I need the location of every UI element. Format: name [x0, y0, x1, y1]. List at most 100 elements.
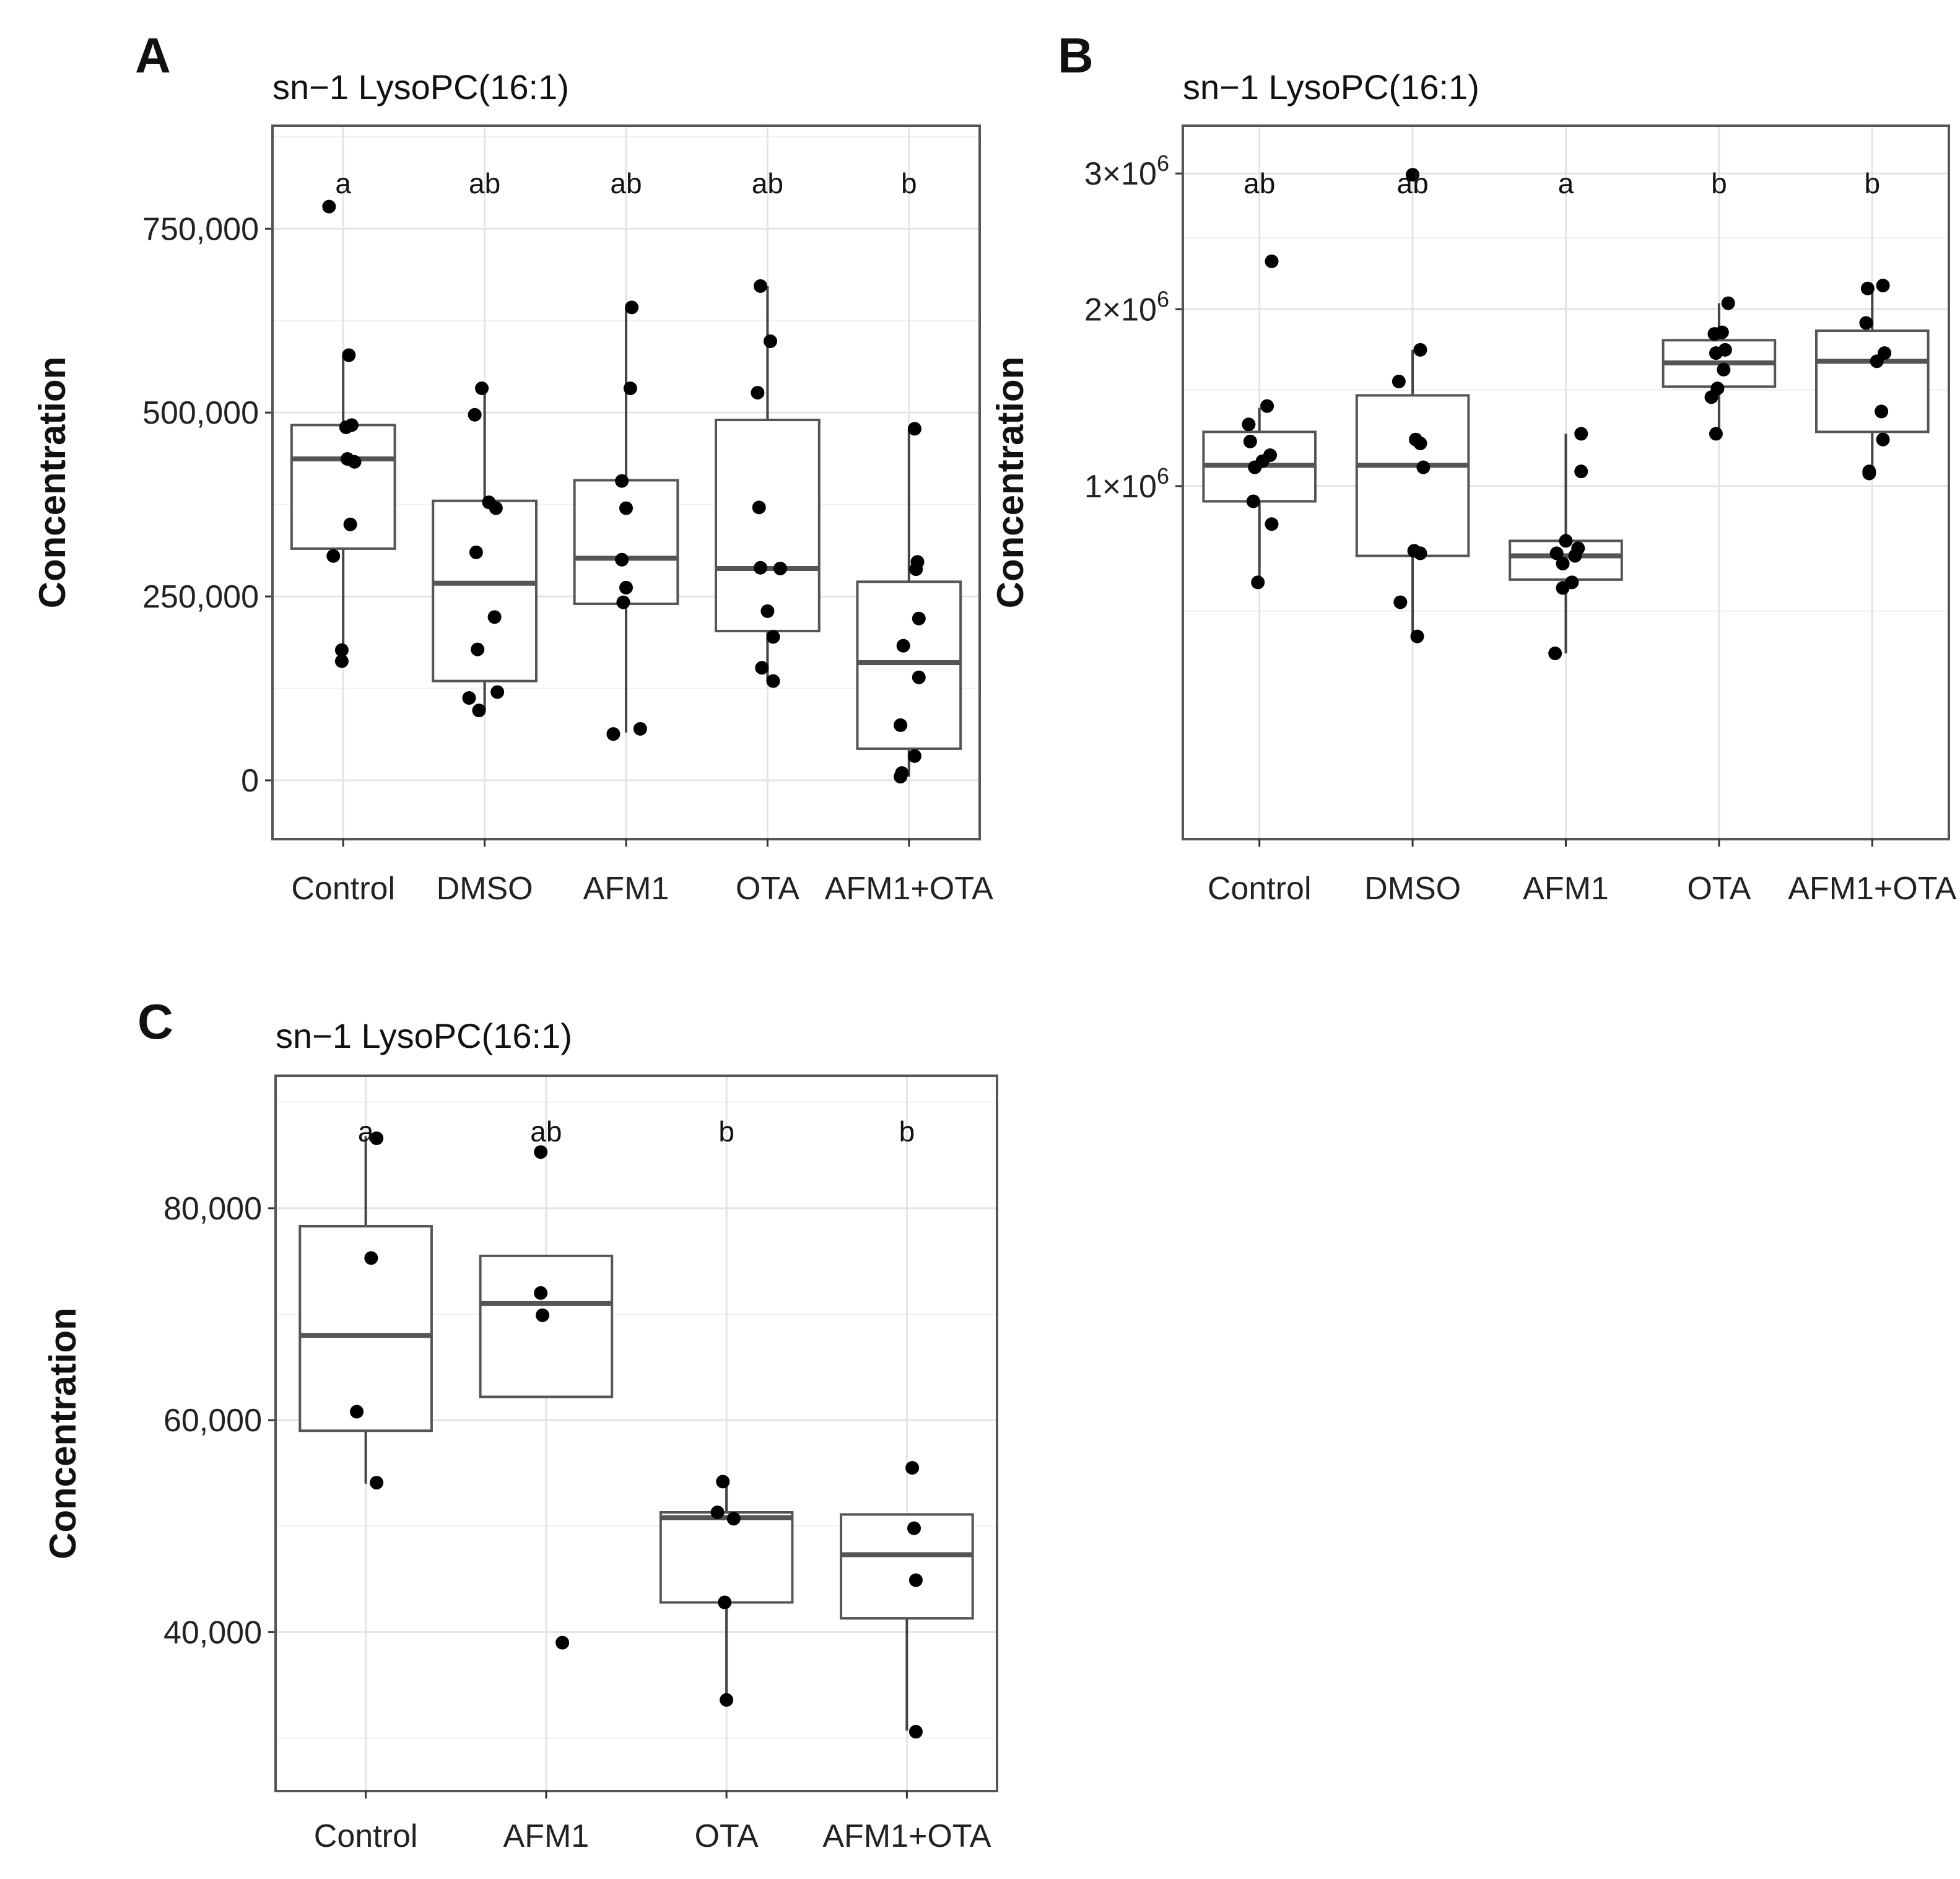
- data-point: [1556, 557, 1570, 571]
- data-point: [1549, 546, 1564, 560]
- data-point: [907, 1521, 921, 1535]
- data-point: [753, 560, 767, 575]
- data-point: [633, 722, 647, 736]
- significance-label: a: [1558, 167, 1574, 199]
- data-point: [370, 1131, 384, 1145]
- data-point: [907, 749, 921, 763]
- chart-title: sn−1 LysoPC(16:1): [1183, 68, 1479, 107]
- data-point: [894, 770, 908, 784]
- box-dmso: [432, 499, 538, 682]
- y-tick-label: 500,000: [142, 395, 259, 431]
- data-point: [619, 580, 633, 595]
- data-point: [1242, 417, 1256, 432]
- data-point: [339, 420, 353, 434]
- data-point: [894, 718, 908, 732]
- x-tick-label: DMSO: [1364, 871, 1461, 907]
- box-afm1-ota: [1814, 329, 1930, 434]
- data-point: [322, 199, 336, 214]
- data-point: [1721, 296, 1735, 310]
- data-point: [718, 1595, 732, 1610]
- data-point: [1413, 546, 1427, 560]
- significance-label: ab: [752, 167, 783, 199]
- data-point: [1260, 399, 1274, 413]
- data-point: [908, 1573, 923, 1587]
- data-point: [896, 639, 910, 653]
- y-axis-label: Concentration: [42, 1307, 84, 1559]
- significance-label: ab: [1397, 167, 1429, 199]
- data-point: [1860, 281, 1875, 295]
- data-point: [1709, 346, 1723, 360]
- data-point: [475, 381, 489, 395]
- data-point: [1413, 436, 1427, 450]
- x-tick-label: Control: [291, 871, 395, 907]
- data-point: [1251, 575, 1265, 590]
- box-dmso: [1355, 394, 1470, 557]
- data-point: [1406, 168, 1420, 182]
- box-afm1-ota: [840, 1513, 974, 1620]
- data-point: [753, 279, 767, 293]
- data-point: [760, 604, 775, 618]
- data-point: [912, 611, 926, 626]
- data-point: [469, 545, 483, 559]
- data-point: [347, 455, 362, 469]
- data-point: [343, 517, 357, 531]
- chart-title: sn−1 LysoPC(16:1): [276, 1016, 572, 1055]
- data-point: [752, 500, 766, 515]
- data-point: [534, 1145, 548, 1159]
- x-tick-label: DMSO: [437, 871, 533, 907]
- box-afm1-ota: [856, 580, 962, 750]
- data-point: [1556, 581, 1570, 595]
- significance-label: b: [718, 1115, 734, 1148]
- box-ota: [659, 1511, 794, 1604]
- data-point: [720, 1693, 734, 1707]
- y-tick-label: 80,000: [163, 1191, 262, 1227]
- chart-a: sn−1 LysoPC(16:1) Concentration 0 250,000 50…: [32, 68, 993, 907]
- data-point: [912, 670, 926, 684]
- data-point: [1265, 254, 1279, 268]
- data-point: [1870, 354, 1884, 368]
- data-point: [1876, 279, 1890, 293]
- x-tick-label: AFM1+OTA: [825, 871, 993, 907]
- x-tick-label: Control: [314, 1818, 418, 1854]
- significance-label: ab: [1244, 167, 1275, 199]
- data-point: [1559, 534, 1573, 548]
- data-point: [623, 381, 637, 395]
- data-point: [1862, 466, 1876, 481]
- data-point: [1416, 460, 1431, 474]
- y-tick-label: 0: [241, 763, 259, 799]
- data-point: [1717, 362, 1731, 377]
- data-point: [755, 661, 769, 675]
- y-tick-label: 250,000: [142, 579, 259, 615]
- x-tick-label: AFM1: [583, 871, 669, 907]
- data-point: [1548, 647, 1562, 661]
- significance-label: b: [899, 1115, 915, 1148]
- data-point: [909, 562, 923, 577]
- data-point: [471, 642, 485, 656]
- data-point: [342, 348, 356, 362]
- data-point: [1568, 549, 1582, 563]
- data-point: [534, 1286, 548, 1300]
- significance-label: b: [1711, 167, 1727, 199]
- data-point: [751, 386, 765, 400]
- data-point: [1410, 629, 1424, 643]
- data-point: [326, 549, 341, 563]
- data-point: [1265, 517, 1279, 531]
- data-point: [1709, 427, 1723, 441]
- x-tick-label: AFM1+OTA: [1788, 871, 1956, 907]
- data-point: [1246, 494, 1260, 508]
- x-tick-label: Control: [1208, 871, 1312, 907]
- data-point: [1707, 327, 1722, 341]
- y-axis-label: Concentration: [990, 357, 1031, 609]
- data-point: [364, 1251, 378, 1265]
- box-control: [290, 424, 396, 550]
- data-point: [1248, 460, 1262, 474]
- data-point: [615, 552, 629, 567]
- x-tick-label: OTA: [1687, 871, 1751, 907]
- data-point: [334, 654, 349, 668]
- data-point: [1574, 427, 1588, 441]
- x-tick-label: AFM1+OTA: [822, 1818, 991, 1854]
- data-point: [1413, 342, 1427, 357]
- data-point: [468, 408, 482, 422]
- data-point: [773, 561, 787, 575]
- data-point: [625, 300, 639, 315]
